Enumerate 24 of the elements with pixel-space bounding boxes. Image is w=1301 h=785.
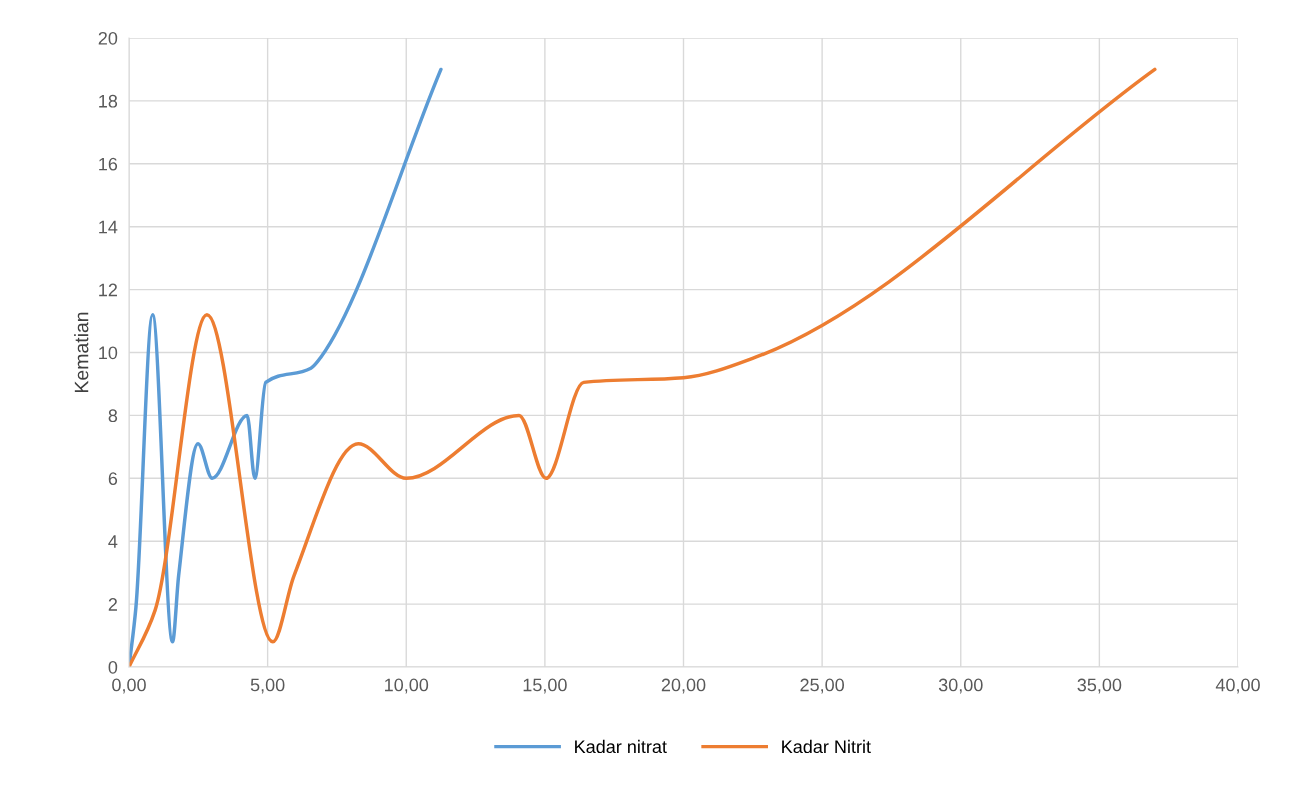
- x-tick-label: 0,00: [112, 678, 146, 694]
- y-tick-label: 6: [108, 472, 118, 486]
- y-tick-label: 2: [108, 598, 117, 611]
- y-tick-label: 20: [98, 31, 118, 45]
- y-tick-label: 18: [99, 94, 118, 108]
- y-tick-label: 12: [99, 283, 117, 297]
- y-tick-label: 4: [108, 535, 118, 548]
- x-tick-label: 5,00: [250, 678, 285, 694]
- y-axis-title: Kematian: [74, 312, 89, 392]
- y-tick-label: 10: [99, 346, 118, 360]
- x-tick-label: 30,00: [938, 678, 983, 694]
- y-tick-label: 8: [108, 409, 118, 423]
- x-tick-label: 25,00: [800, 678, 845, 694]
- x-tick-label: 40,00: [1215, 678, 1260, 694]
- x-tick-label: 10,00: [385, 678, 429, 694]
- line-series: [129, 67, 1157, 667]
- y-tick-label: 14: [99, 220, 118, 234]
- y-tick-label: 16: [99, 157, 118, 171]
- x-tick-label: 15,00: [523, 678, 567, 694]
- x-tick-label: 20,00: [661, 678, 706, 694]
- x-tick-label: 35,00: [1077, 678, 1122, 694]
- legend-label: Kadar nitrat: [575, 739, 667, 754]
- y-tick-label: 0: [108, 660, 118, 674]
- legend-label: Kadar Nitrit: [782, 739, 871, 754]
